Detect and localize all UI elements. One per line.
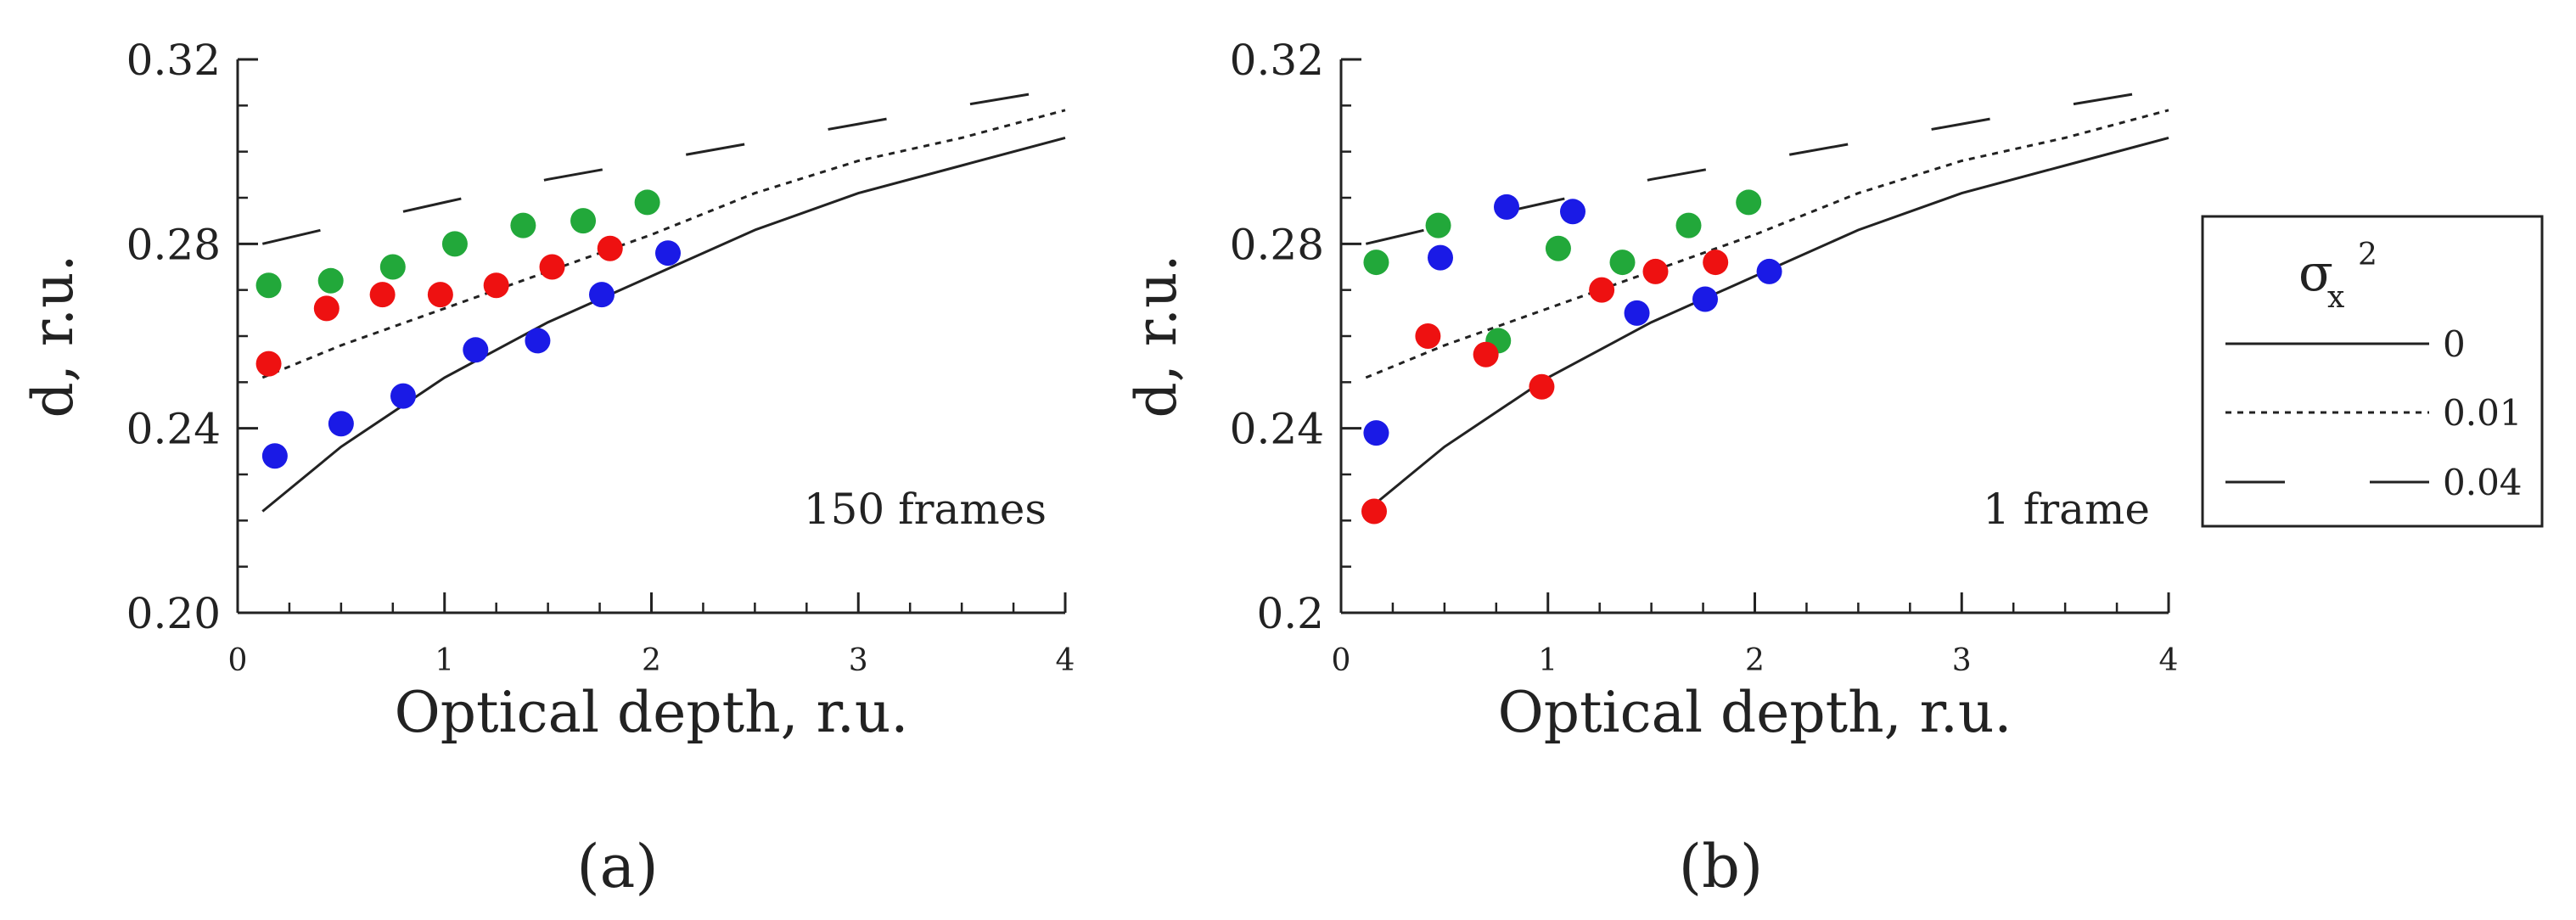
panel-a-x-axis-label: Optical depth, r.u. (395, 680, 909, 745)
panel-a-point-blue (463, 337, 489, 363)
panel-a-y-tick-label: 0.24 (126, 405, 221, 454)
legend-box (2201, 215, 2544, 528)
panel-b-point-blue (1692, 286, 1718, 312)
panel-a-x-tick-label: 1 (435, 643, 454, 678)
panel-b-y-tick-label: 0.32 (1230, 36, 1324, 85)
panel-b-x-tick-label: 4 (2159, 643, 2179, 678)
panel-a-point-green (379, 254, 406, 280)
panel-b-y-tick-label: 0.2 (1256, 589, 1324, 638)
panel-b-x-tick-label: 2 (1745, 643, 1765, 678)
panel-a-y-tick-label: 0.28 (126, 220, 221, 269)
legend: σ x 2 0 0.01 0.04 (2201, 215, 2544, 528)
panel-b-point-red (1361, 498, 1387, 525)
panel-a-y-tick-label: 0.32 (126, 36, 221, 85)
panel-b-point-green (1425, 212, 1451, 238)
panel-a-point-green (317, 267, 344, 294)
panel-b-point-red (1589, 277, 1615, 303)
panel-b-curve-dotted (1365, 109, 2169, 379)
panel-a: 0 1 2 3 4 0.20 0.24 0.28 0.32 Optical depth, r.u.… (20, 36, 1075, 901)
panel-a-point-red (427, 282, 453, 308)
panel-b-point-blue (1624, 300, 1650, 326)
panel-b-point-green (1363, 250, 1389, 276)
panel-a-x-tick-label: 0 (228, 643, 248, 678)
panel-a-point-red (255, 351, 282, 377)
panel-a-point-red (369, 282, 396, 308)
panel-b-point-red (1415, 323, 1441, 349)
panel-b-y-axis-label: d, r.u. (1124, 255, 1189, 418)
panel-a-curve-dotted (261, 109, 1066, 379)
panel-b-y-tick-label: 0.28 (1230, 220, 1324, 269)
panel-b-annotation: 1 frame (1983, 485, 2150, 534)
panel-b-point-red (1703, 250, 1729, 276)
legend-title-superscript: 2 (2358, 238, 2377, 272)
panel-b-point-blue (1560, 199, 1585, 225)
panel-a-x-tick-label: 3 (849, 643, 868, 678)
panel-a-point-red (313, 295, 340, 322)
panel-a-point-blue (261, 443, 288, 469)
legend-label-0: 0 (2443, 323, 2466, 365)
panel-b-x-axis-label: Optical depth, r.u. (1498, 680, 2012, 745)
panel-a-panel-label: (a) (576, 832, 658, 901)
panel-b-x-tick-label: 3 (1952, 643, 1972, 678)
panel-a-point-blue (589, 282, 615, 308)
panel-a-y-axis-label: d, r.u. (20, 255, 86, 418)
panel-b: 0 1 2 3 4 0.2 0.24 0.28 0.32 Optical depth, r.u. d… (1124, 36, 2178, 901)
panel-b-point-green (1736, 189, 1762, 216)
legend-label-0-01: 0.01 (2443, 392, 2523, 434)
panel-a-point-red (597, 235, 623, 261)
legend-label-0-04: 0.04 (2443, 462, 2523, 503)
panel-a-point-blue (655, 240, 681, 266)
panel-a-point-red (539, 254, 565, 280)
panel-b-point-red (1473, 341, 1499, 367)
panel-a-point-red (483, 272, 509, 299)
panel-b-point-red (1642, 258, 1669, 284)
panel-a-point-green (570, 208, 597, 234)
panel-b-point-green (1545, 235, 1571, 261)
panel-b-point-green (1675, 212, 1702, 238)
panel-a-point-green (441, 231, 468, 257)
panel-a-point-blue (525, 328, 551, 354)
panel-a-point-blue (390, 383, 416, 409)
panel-b-panel-label: (b) (1679, 832, 1763, 901)
panel-a-point-green (634, 189, 660, 216)
panel-a-curve-dashed (261, 90, 1045, 245)
panel-a-annotation: 150 frames (804, 485, 1047, 534)
panel-a-x-tick-label: 2 (642, 643, 661, 678)
panel-b-y-tick-label: 0.24 (1230, 405, 1324, 454)
panel-a-curve-solid (261, 136, 1066, 513)
panel-b-x-tick-label: 0 (1332, 643, 1351, 678)
panel-b-point-blue (1428, 244, 1453, 271)
panel-a-point-green (510, 212, 536, 238)
panel-b-x-tick-label: 1 (1538, 643, 1557, 678)
panel-a-x-tick-label: 4 (1056, 643, 1075, 678)
panel-b-point-blue (1756, 258, 1782, 284)
panel-b-curve-dashed (1365, 90, 2148, 245)
legend-title-sigma: σ (2298, 244, 2333, 303)
panel-a-y-tick-label: 0.20 (126, 589, 221, 638)
legend-title-subscript: x (2327, 280, 2344, 315)
panel-b-point-blue (1363, 420, 1389, 446)
panel-b-point-blue (1494, 194, 1519, 220)
panel-a-point-blue (328, 411, 354, 437)
panel-b-point-red (1529, 373, 1555, 400)
panel-a-point-green (255, 272, 282, 299)
panel-b-curve-solid (1365, 136, 2169, 513)
panel-b-point-green (1609, 250, 1636, 276)
